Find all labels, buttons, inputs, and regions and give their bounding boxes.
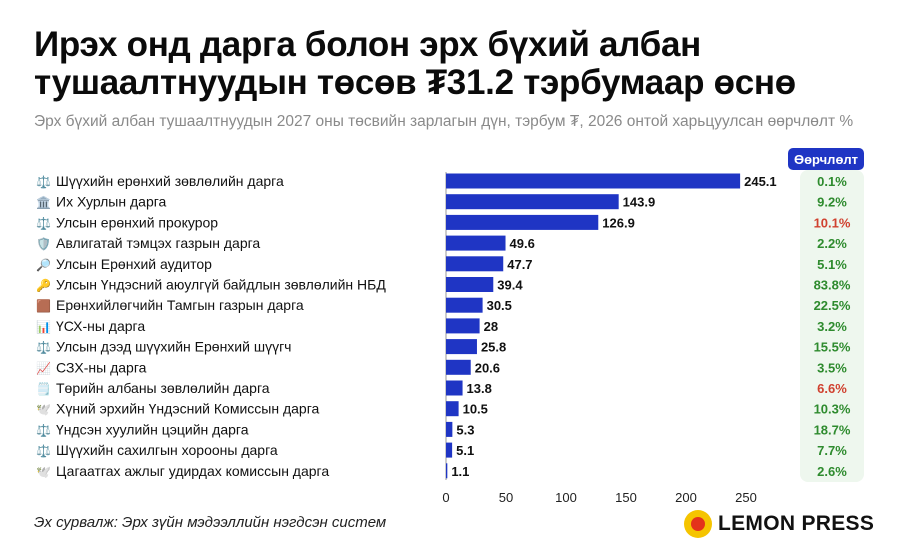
category-label: Үндсэн хуулийн цэцийн дарга (56, 421, 249, 437)
change-label: 83.8% (814, 278, 851, 293)
row-icon: 🏛️ (36, 196, 51, 210)
bar (446, 380, 463, 396)
x-tick-label: 50 (499, 490, 513, 505)
bar (446, 442, 453, 458)
value-label: 49.6 (510, 236, 535, 251)
row-icon: ⚖️ (36, 423, 51, 437)
x-tick-label: 250 (735, 490, 757, 505)
row-icon: ⚖️ (36, 216, 51, 230)
value-label: 126.9 (602, 215, 635, 230)
value-label: 28 (484, 319, 498, 334)
category-label: Улсын ерөнхий прокурор (56, 214, 218, 230)
chart-title: Ирэх онд дарга болон эрх бүхий албан туш… (34, 25, 796, 102)
bar (446, 359, 471, 375)
category-label: Шүүхийн ерөнхий зөвлөлийн дарга (56, 173, 284, 189)
value-label: 39.4 (497, 278, 523, 293)
value-label: 30.5 (487, 298, 512, 313)
change-label: 18.7% (814, 422, 851, 437)
bar (446, 173, 741, 189)
change-header: Өөрчлөлт (794, 152, 858, 167)
x-tick-label: 100 (555, 490, 577, 505)
bar (446, 214, 599, 230)
row-icon: ⚖️ (36, 175, 51, 189)
row-icon: 📊 (36, 320, 51, 334)
value-label: 1.1 (451, 464, 469, 479)
x-tick-label: 150 (615, 490, 637, 505)
row-icon: ⚖️ (36, 444, 51, 458)
category-label: Улсын Үндэсний аюулгүй байдлын зөвлөлийн… (56, 277, 386, 293)
change-header-bg (788, 148, 864, 170)
brand-name: LEMON PRESS (718, 512, 875, 535)
category-label: Төрийн албаны зөвлөлийн дарга (56, 380, 270, 396)
row-icon: 🟫 (36, 299, 51, 313)
bar (446, 256, 504, 272)
change-label: 9.2% (817, 195, 847, 210)
change-label: 15.5% (814, 340, 851, 355)
row-icon: 📈 (36, 361, 51, 375)
value-label: 25.8 (481, 340, 506, 355)
value-label: 245.1 (744, 174, 777, 189)
bar (446, 297, 483, 313)
change-column-bg (800, 170, 864, 482)
bar (446, 339, 477, 355)
chart-subtitle: Эрх бүхий албан тушаалтнуудын 2027 оны т… (34, 113, 854, 130)
row-icon: 🛡️ (36, 237, 51, 251)
row-icon: 🔑 (36, 278, 51, 293)
x-tick-label: 200 (675, 490, 697, 505)
value-label: 13.8 (467, 381, 492, 396)
change-label: 10.3% (814, 402, 851, 417)
value-label: 5.1 (456, 443, 474, 458)
bar (446, 235, 506, 251)
change-label: 2.2% (817, 236, 847, 251)
category-label: Улсын Ерөнхий аудитор (56, 256, 212, 272)
change-label: 5.1% (817, 257, 847, 272)
category-label: Цагаатгах ажлыг удирдах комиссын дарга (56, 463, 329, 479)
value-label: 5.3 (456, 422, 474, 437)
value-label: 10.5 (463, 402, 488, 417)
lemon-logo-icon (684, 510, 712, 538)
change-label: 3.2% (817, 319, 847, 334)
row-icon: 🔎 (36, 257, 51, 272)
value-label: 143.9 (623, 195, 656, 210)
category-label: Хүний эрхийн Үндэсний Комиссын дарга (56, 401, 319, 417)
change-label: 22.5% (814, 298, 851, 313)
bar (446, 277, 494, 292)
row-icon: ⚖️ (36, 341, 51, 355)
bar (446, 463, 448, 479)
row-icon: 🕊️ (36, 403, 51, 417)
x-tick-label: 0 (442, 490, 449, 505)
bar (446, 421, 453, 437)
category-label: Авлигатай тэмцэх газрын дарга (56, 235, 260, 251)
change-label: 10.1% (814, 215, 851, 230)
category-label: Шүүхийн сахилгын хорооны дарга (56, 442, 278, 458)
row-icon: 🗒️ (36, 382, 51, 396)
value-label: 47.7 (507, 257, 532, 272)
change-label: 6.6% (817, 381, 847, 396)
bar (446, 318, 480, 334)
category-label: Ерөнхийлөгчийн Тамгын газрын дарга (56, 297, 304, 313)
source-note: Эх сурвалж: Эрх зүйн мэдээллийн нэгдсэн … (34, 514, 387, 531)
brand-logo: LEMON PRESS (684, 508, 874, 540)
row-icon: 🕊️ (36, 465, 51, 479)
category-label: Улсын дээд шүүхийн Ерөнхий шүүгч (56, 339, 291, 355)
change-label: 0.1% (817, 174, 847, 189)
change-label: 3.5% (817, 360, 847, 375)
category-label: СЗХ-ны дарга (56, 359, 147, 375)
category-label: Их Хурлын дарга (56, 194, 167, 210)
value-label: 20.6 (475, 360, 500, 375)
bar (446, 401, 459, 417)
change-label: 2.6% (817, 464, 847, 479)
change-label: 7.7% (817, 443, 847, 458)
bar (446, 194, 619, 210)
category-label: ҮСХ-ны дарга (56, 318, 145, 334)
